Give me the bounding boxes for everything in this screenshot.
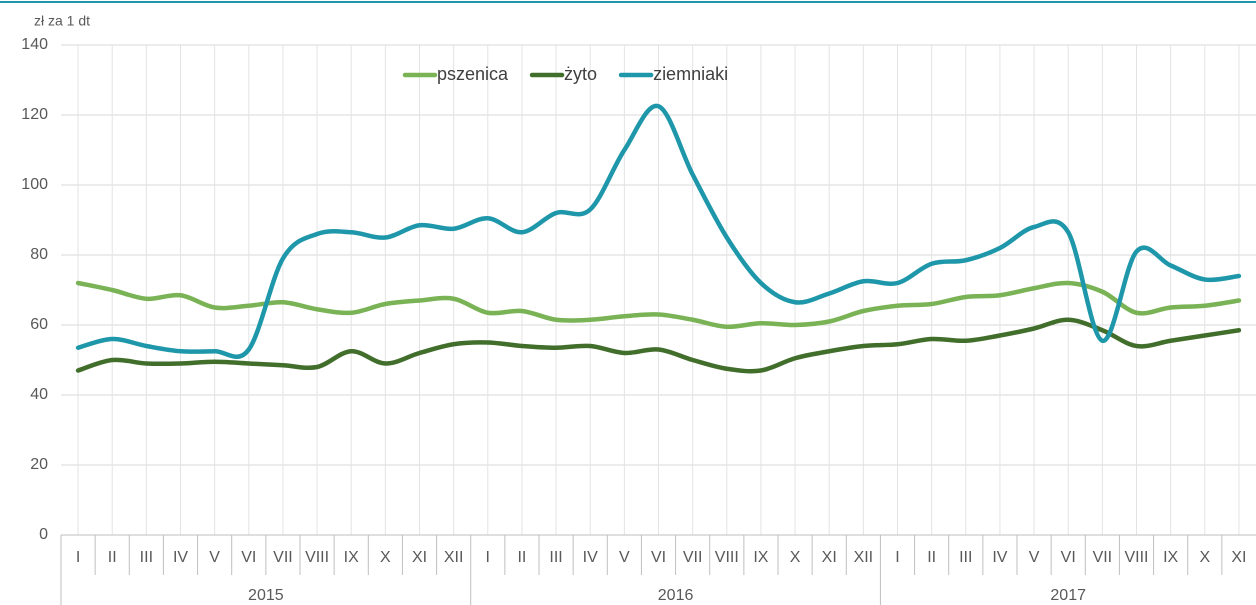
- x-tick-label: V: [619, 549, 630, 566]
- legend-text: żyto: [564, 64, 597, 84]
- x-tick-label: X: [380, 549, 391, 566]
- y-tick-label: 100: [21, 176, 48, 193]
- x-tick-label: X: [790, 549, 801, 566]
- y-axis-label: zł za 1 dt: [34, 13, 90, 29]
- line-series: [75, 317, 1242, 374]
- line-series: [75, 103, 1242, 360]
- y-tick-label: 0: [39, 526, 48, 543]
- x-tick-label: VIII: [305, 549, 329, 566]
- x-tick-label: XII: [854, 549, 874, 566]
- x-tick-label: IV: [173, 549, 188, 566]
- x-tick-label: V: [209, 549, 220, 566]
- y-tick-label: 20: [30, 456, 48, 473]
- x-tick-label: VI: [241, 549, 256, 566]
- x-tick-label: IV: [992, 549, 1007, 566]
- x-tick-label: III: [549, 549, 562, 566]
- y-tick-label: 40: [30, 386, 48, 403]
- x-tick-label: II: [517, 549, 526, 566]
- x-tick-label: IX: [753, 549, 768, 566]
- x-tick-label: I: [895, 549, 899, 566]
- x-tick-label: IX: [344, 549, 359, 566]
- group-label: 2015: [248, 587, 284, 604]
- x-tick-label: III: [140, 549, 153, 566]
- x-tick-label: IV: [583, 549, 598, 566]
- x-tick-label: IX: [1163, 549, 1178, 566]
- x-tick-label: I: [486, 549, 490, 566]
- x-tick-label: VII: [1093, 549, 1113, 566]
- x-tick-label: X: [1199, 549, 1210, 566]
- x-tick-label: VI: [1061, 549, 1076, 566]
- x-tick-label: V: [1029, 549, 1040, 566]
- line-series: [75, 280, 1242, 330]
- x-tick-label: XI: [1231, 549, 1246, 566]
- group-label: 2017: [1050, 587, 1086, 604]
- y-tick-label: 80: [30, 246, 48, 263]
- y-tick-label: 140: [21, 36, 48, 53]
- y-tick-label: 120: [21, 106, 48, 123]
- x-tick-label: XI: [822, 549, 837, 566]
- x-tick-label: XI: [412, 549, 427, 566]
- x-tick-label: III: [959, 549, 972, 566]
- x-tick-label: VIII: [715, 549, 739, 566]
- group-label: 2016: [658, 587, 694, 604]
- x-tick-label: XII: [444, 549, 464, 566]
- x-tick-label: II: [927, 549, 936, 566]
- legend-text: pszenica: [437, 64, 509, 84]
- x-tick-label: II: [108, 549, 117, 566]
- x-tick-label: VII: [683, 549, 703, 566]
- x-tick-label: VII: [273, 549, 293, 566]
- y-tick-label: 60: [30, 316, 48, 333]
- x-tick-label: I: [76, 549, 80, 566]
- legend-text: ziemniaki: [653, 64, 728, 84]
- x-tick-label: VIII: [1124, 549, 1148, 566]
- x-tick-label: VI: [651, 549, 666, 566]
